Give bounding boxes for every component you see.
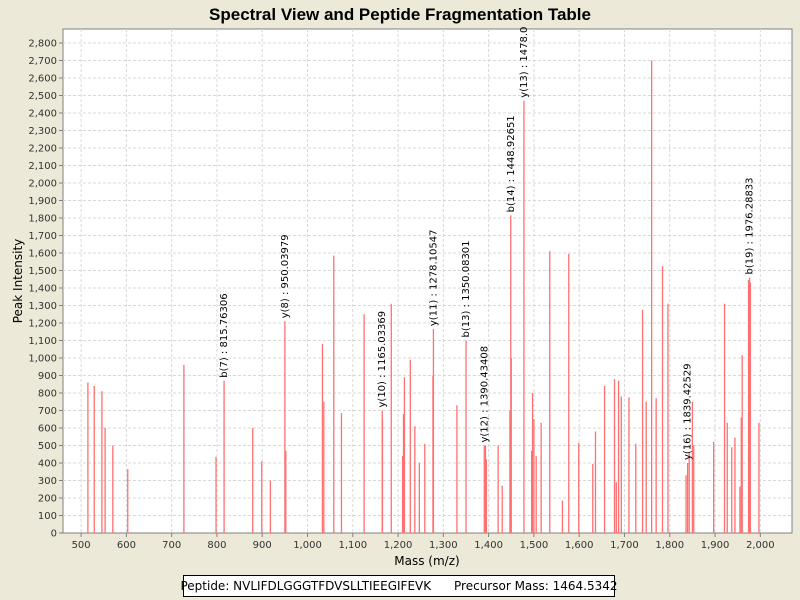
y-tick-label: 600 [38,424,57,435]
x-tick-label: 1,900 [701,540,730,551]
x-tick-label: 1,200 [384,540,413,551]
y-tick-label: 900 [38,371,57,382]
peak-annotation: y(13) : 1478.0 [519,27,530,98]
y-tick-label: 1,500 [28,266,57,277]
y-axis: 0 100 200 300 400 500 600 700 800 900 1,000 1,100 1,… [28,39,63,540]
x-tick-label: 500 [72,540,91,551]
peak-annotation: b(19) : 1976.28833 [745,177,756,274]
y-tick-label: 2,400 [28,109,57,120]
y-tick-label: 1,800 [28,214,57,225]
peak-annotation: y(8) : 950.03979 [280,234,291,318]
y-tick-label: 1,200 [28,319,57,330]
x-tick-label: 1,700 [610,540,639,551]
x-tick-label: 2,000 [746,540,775,551]
peak-annotation: y(16) : 1839.42529 [683,363,694,460]
spectrum-chart: Spectral View and Peptide Fragmentation … [11,5,793,568]
y-tick-label: 2,700 [28,56,57,67]
y-tick-label: 700 [38,406,57,417]
peak-annotation: y(11) : 1278.10547 [428,229,439,326]
y-tick-label: 400 [38,459,57,470]
y-tick-label: 2,800 [28,39,57,50]
x-tick-label: 1,300 [429,540,458,551]
peptide-label: Peptide: NVLIFDLGGGTFDVSLLTIEEGIFEVK [180,579,432,593]
y-tick-label: 200 [38,494,57,505]
x-tick-label: 900 [253,540,272,551]
peak-series [87,60,760,533]
y-axis-label: Peak Intensity [11,239,25,324]
y-tick-label: 300 [38,476,57,487]
y-tick-label: 1,100 [28,336,57,347]
y-tick-label: 0 [51,529,57,540]
peak-annotation: b(7) : 815.76306 [219,293,230,377]
x-tick-label: 1,100 [338,540,367,551]
y-tick-label: 2,000 [28,179,57,190]
chart-title: Spectral View and Peptide Fragmentation … [209,5,591,24]
y-tick-label: 2,100 [28,161,57,172]
x-axis: 500 600 700 800 900 1,000 1,100 1,200 1,300 1,400… [72,533,775,551]
precursor-mass-label: Precursor Mass: 1464.5342 [454,579,618,593]
y-tick-label: 1,400 [28,284,57,295]
x-tick-label: 1,800 [655,540,684,551]
y-tick-label: 1,700 [28,231,57,242]
x-tick-label: 1,600 [565,540,594,551]
y-tick-label: 2,500 [28,91,57,102]
y-tick-label: 2,200 [28,144,57,155]
y-tick-label: 1,600 [28,249,57,260]
annotations: b(7) : 815.76306 y(8) : 950.03979 y(10) : … [219,27,755,460]
x-tick-label: 600 [117,540,136,551]
x-tick-label: 1,500 [520,540,549,551]
x-tick-label: 700 [162,540,181,551]
peak-annotation: b(14) : 1448.92651 [506,115,517,212]
peak-annotation: y(10) : 1165.03369 [377,311,388,408]
y-tick-label: 1,900 [28,196,57,207]
x-tick-label: 1,400 [474,540,503,551]
y-tick-label: 500 [38,441,57,452]
y-tick-label: 1,000 [28,354,57,365]
y-tick-label: 1,300 [28,301,57,312]
x-axis-label: Mass (m/z) [394,554,459,568]
y-tick-label: 100 [38,511,57,522]
x-tick-label: 800 [207,540,226,551]
x-tick-label: 1,000 [293,540,322,551]
y-tick-label: 800 [38,389,57,400]
peptide-info-box: Peptide: NVLIFDLGGGTFDVSLLTIEEGIFEVK Pre… [180,575,618,597]
peak-annotation: y(12) : 1390.43408 [479,346,490,443]
y-tick-label: 2,300 [28,126,57,137]
peak-annotation: b(13) : 1350.08301 [461,240,472,337]
y-tick-label: 2,600 [28,74,57,85]
